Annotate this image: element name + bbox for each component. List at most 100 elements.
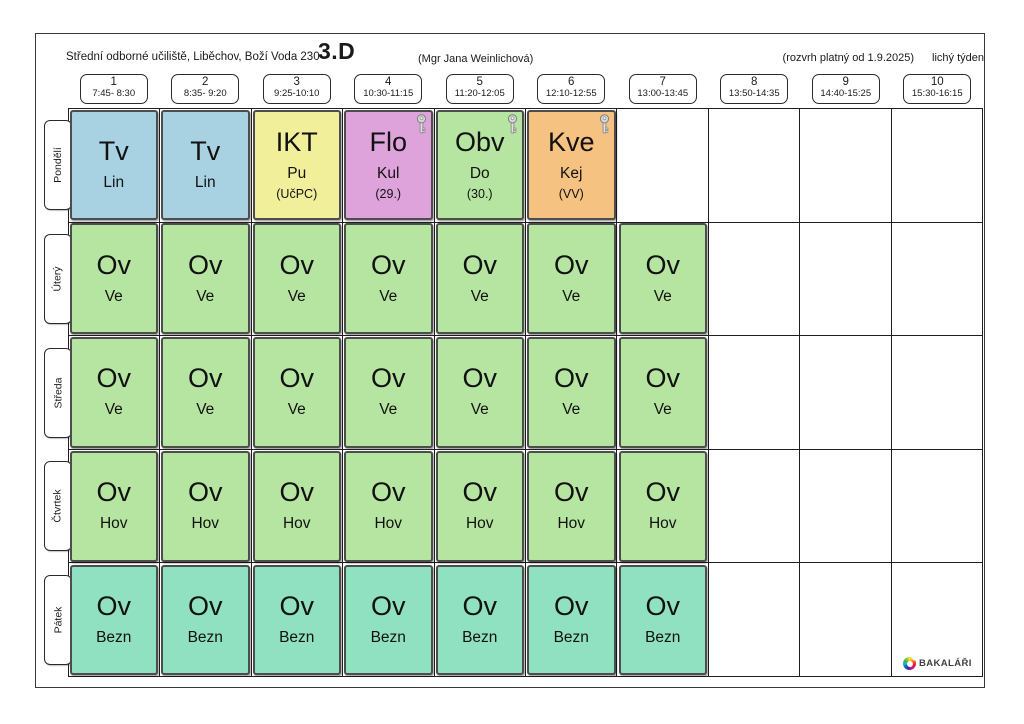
grid-cell — [891, 222, 983, 337]
period-number: 3 — [293, 76, 300, 88]
lesson-card[interactable]: Ov Ve — [527, 337, 616, 448]
lesson-teacher: Ve — [287, 401, 306, 419]
lesson-subject: Ov — [279, 477, 314, 508]
bakalari-logo-icon — [903, 657, 916, 670]
lesson-card[interactable]: Ov Ve — [161, 223, 250, 335]
lesson-room: (VV) — [558, 186, 584, 201]
lesson-card[interactable]: Ov Hov — [344, 450, 433, 562]
day-label-text: Pondělí — [52, 147, 64, 183]
grid-cell — [617, 336, 709, 450]
lesson-card[interactable]: Ov Hov — [618, 450, 707, 562]
lesson-card[interactable]: Kve Kej (VV) — [527, 109, 616, 221]
key-icon — [599, 113, 610, 134]
lesson-subject: Ov — [279, 363, 314, 394]
lesson-card[interactable]: Ov Ve — [252, 337, 341, 448]
class-name: 3.D — [318, 38, 356, 64]
lesson-card[interactable]: Ov Ve — [69, 223, 158, 335]
lesson-subject: Ov — [645, 591, 680, 622]
lesson-card[interactable]: Ov Bezn — [69, 564, 158, 676]
lesson-card[interactable]: Ov Ve — [344, 223, 433, 335]
lesson-card[interactable]: Ov Bezn — [161, 564, 250, 676]
lesson-teacher: Ve — [379, 401, 398, 419]
lesson-subject: IKT — [275, 126, 318, 157]
lesson-teacher: Ve — [104, 401, 123, 419]
grid-cell — [251, 222, 344, 337]
grid-cell — [617, 222, 709, 337]
lesson-teacher: Bezn — [187, 629, 223, 647]
day-label: Pondělí — [44, 119, 72, 210]
lesson-card[interactable]: Ov Ve — [435, 337, 524, 448]
period-time: 10:30-11:15 — [363, 88, 414, 99]
lesson-card[interactable]: Ov Ve — [618, 337, 707, 448]
grid-cell — [160, 222, 252, 337]
lesson-subject: Ov — [462, 363, 497, 394]
lesson-teacher: Ve — [470, 287, 489, 305]
period-number: 10 — [930, 76, 944, 88]
period-number: 2 — [202, 76, 209, 88]
lesson-teacher: Ve — [196, 401, 215, 419]
validity-note: (rozvrh platný od 1.9.2025) — [782, 52, 915, 64]
lesson-card[interactable]: Ov Ve — [69, 337, 158, 448]
grid-cell — [800, 449, 892, 564]
grid-cell — [160, 563, 252, 677]
grid-cell — [69, 109, 161, 223]
period-number: 6 — [568, 76, 575, 88]
lesson-subject: Ov — [645, 363, 680, 394]
lesson-subject: Ov — [187, 363, 223, 394]
lesson-card[interactable]: Ov Hov — [69, 450, 158, 562]
lesson-card[interactable]: Flo Kul (29.) — [344, 109, 433, 221]
lesson-card[interactable]: Tv Lin — [69, 109, 158, 221]
lesson-subject: Ov — [279, 591, 314, 622]
lesson-subject: Ov — [553, 363, 589, 394]
lesson-card[interactable]: Ov Hov — [161, 450, 250, 562]
lesson-card[interactable]: Ov Bezn — [435, 564, 524, 676]
lesson-teacher: Lin — [103, 173, 125, 191]
lesson-card[interactable]: Ov Ve — [527, 223, 616, 335]
grid-cell — [708, 563, 801, 677]
lesson-card[interactable]: Ov Ve — [618, 223, 707, 335]
lesson-card[interactable]: Ov Ve — [252, 223, 341, 335]
lesson-teacher: Bezn — [96, 629, 132, 647]
day-label-text: Úterý — [52, 266, 64, 292]
lesson-card[interactable]: IKT Pu (UčPC) — [252, 109, 341, 221]
grid-cell — [708, 109, 801, 223]
lesson-card[interactable]: Ov Ve — [344, 337, 433, 448]
lesson-room: (29.) — [375, 186, 402, 201]
lesson-card[interactable]: Ov Ve — [435, 223, 524, 335]
grid-cell — [526, 449, 618, 564]
lesson-card[interactable]: Ov Hov — [527, 450, 616, 562]
period-header: 7 13:00-13:45 — [628, 74, 697, 104]
lesson-subject: Ov — [462, 477, 497, 508]
period-number: 9 — [842, 76, 849, 88]
grid-cell — [617, 563, 709, 677]
class-teacher: (Mgr Jana Weinlichová) — [418, 53, 534, 65]
bakalari-brand-text: BAKALÁŘI — [919, 658, 972, 669]
lesson-card[interactable]: Tv Lin — [161, 109, 250, 221]
period-time: 13:50-14:35 — [728, 88, 780, 99]
bakalari-brand: BAKALÁŘI — [903, 657, 972, 670]
lesson-teacher: Ve — [104, 287, 123, 305]
header-right: (rozvrh platný od 1.9.2025) lichý týden — [783, 52, 984, 64]
grid-cell — [708, 222, 801, 337]
lesson-teacher: Do — [469, 164, 490, 182]
lesson-subject: Ov — [187, 249, 223, 280]
lesson-card[interactable]: Obv Do (30.) — [435, 109, 524, 221]
day-label-text: Středa — [52, 377, 64, 408]
lesson-room: (UčPC) — [276, 186, 318, 201]
lesson-card[interactable]: Ov Bezn — [618, 564, 707, 676]
lesson-card[interactable]: Ov Bezn — [527, 564, 616, 676]
lesson-card[interactable]: Ov Bezn — [252, 564, 341, 676]
period-number: 4 — [385, 76, 392, 88]
lesson-subject: Ov — [370, 249, 406, 280]
lesson-teacher: Hov — [648, 515, 677, 533]
lesson-subject: Ov — [96, 591, 131, 622]
grid-cell — [526, 222, 618, 337]
grid-cell — [343, 563, 435, 677]
lesson-card[interactable]: Ov Hov — [252, 450, 341, 562]
lesson-teacher: Hov — [374, 515, 403, 533]
lesson-card[interactable]: Ov Ve — [161, 337, 250, 448]
lesson-card[interactable]: Ov Bezn — [344, 564, 433, 676]
lesson-teacher: Ve — [562, 401, 581, 419]
lesson-card[interactable]: Ov Hov — [435, 450, 524, 562]
lesson-subject: Ov — [553, 249, 589, 280]
